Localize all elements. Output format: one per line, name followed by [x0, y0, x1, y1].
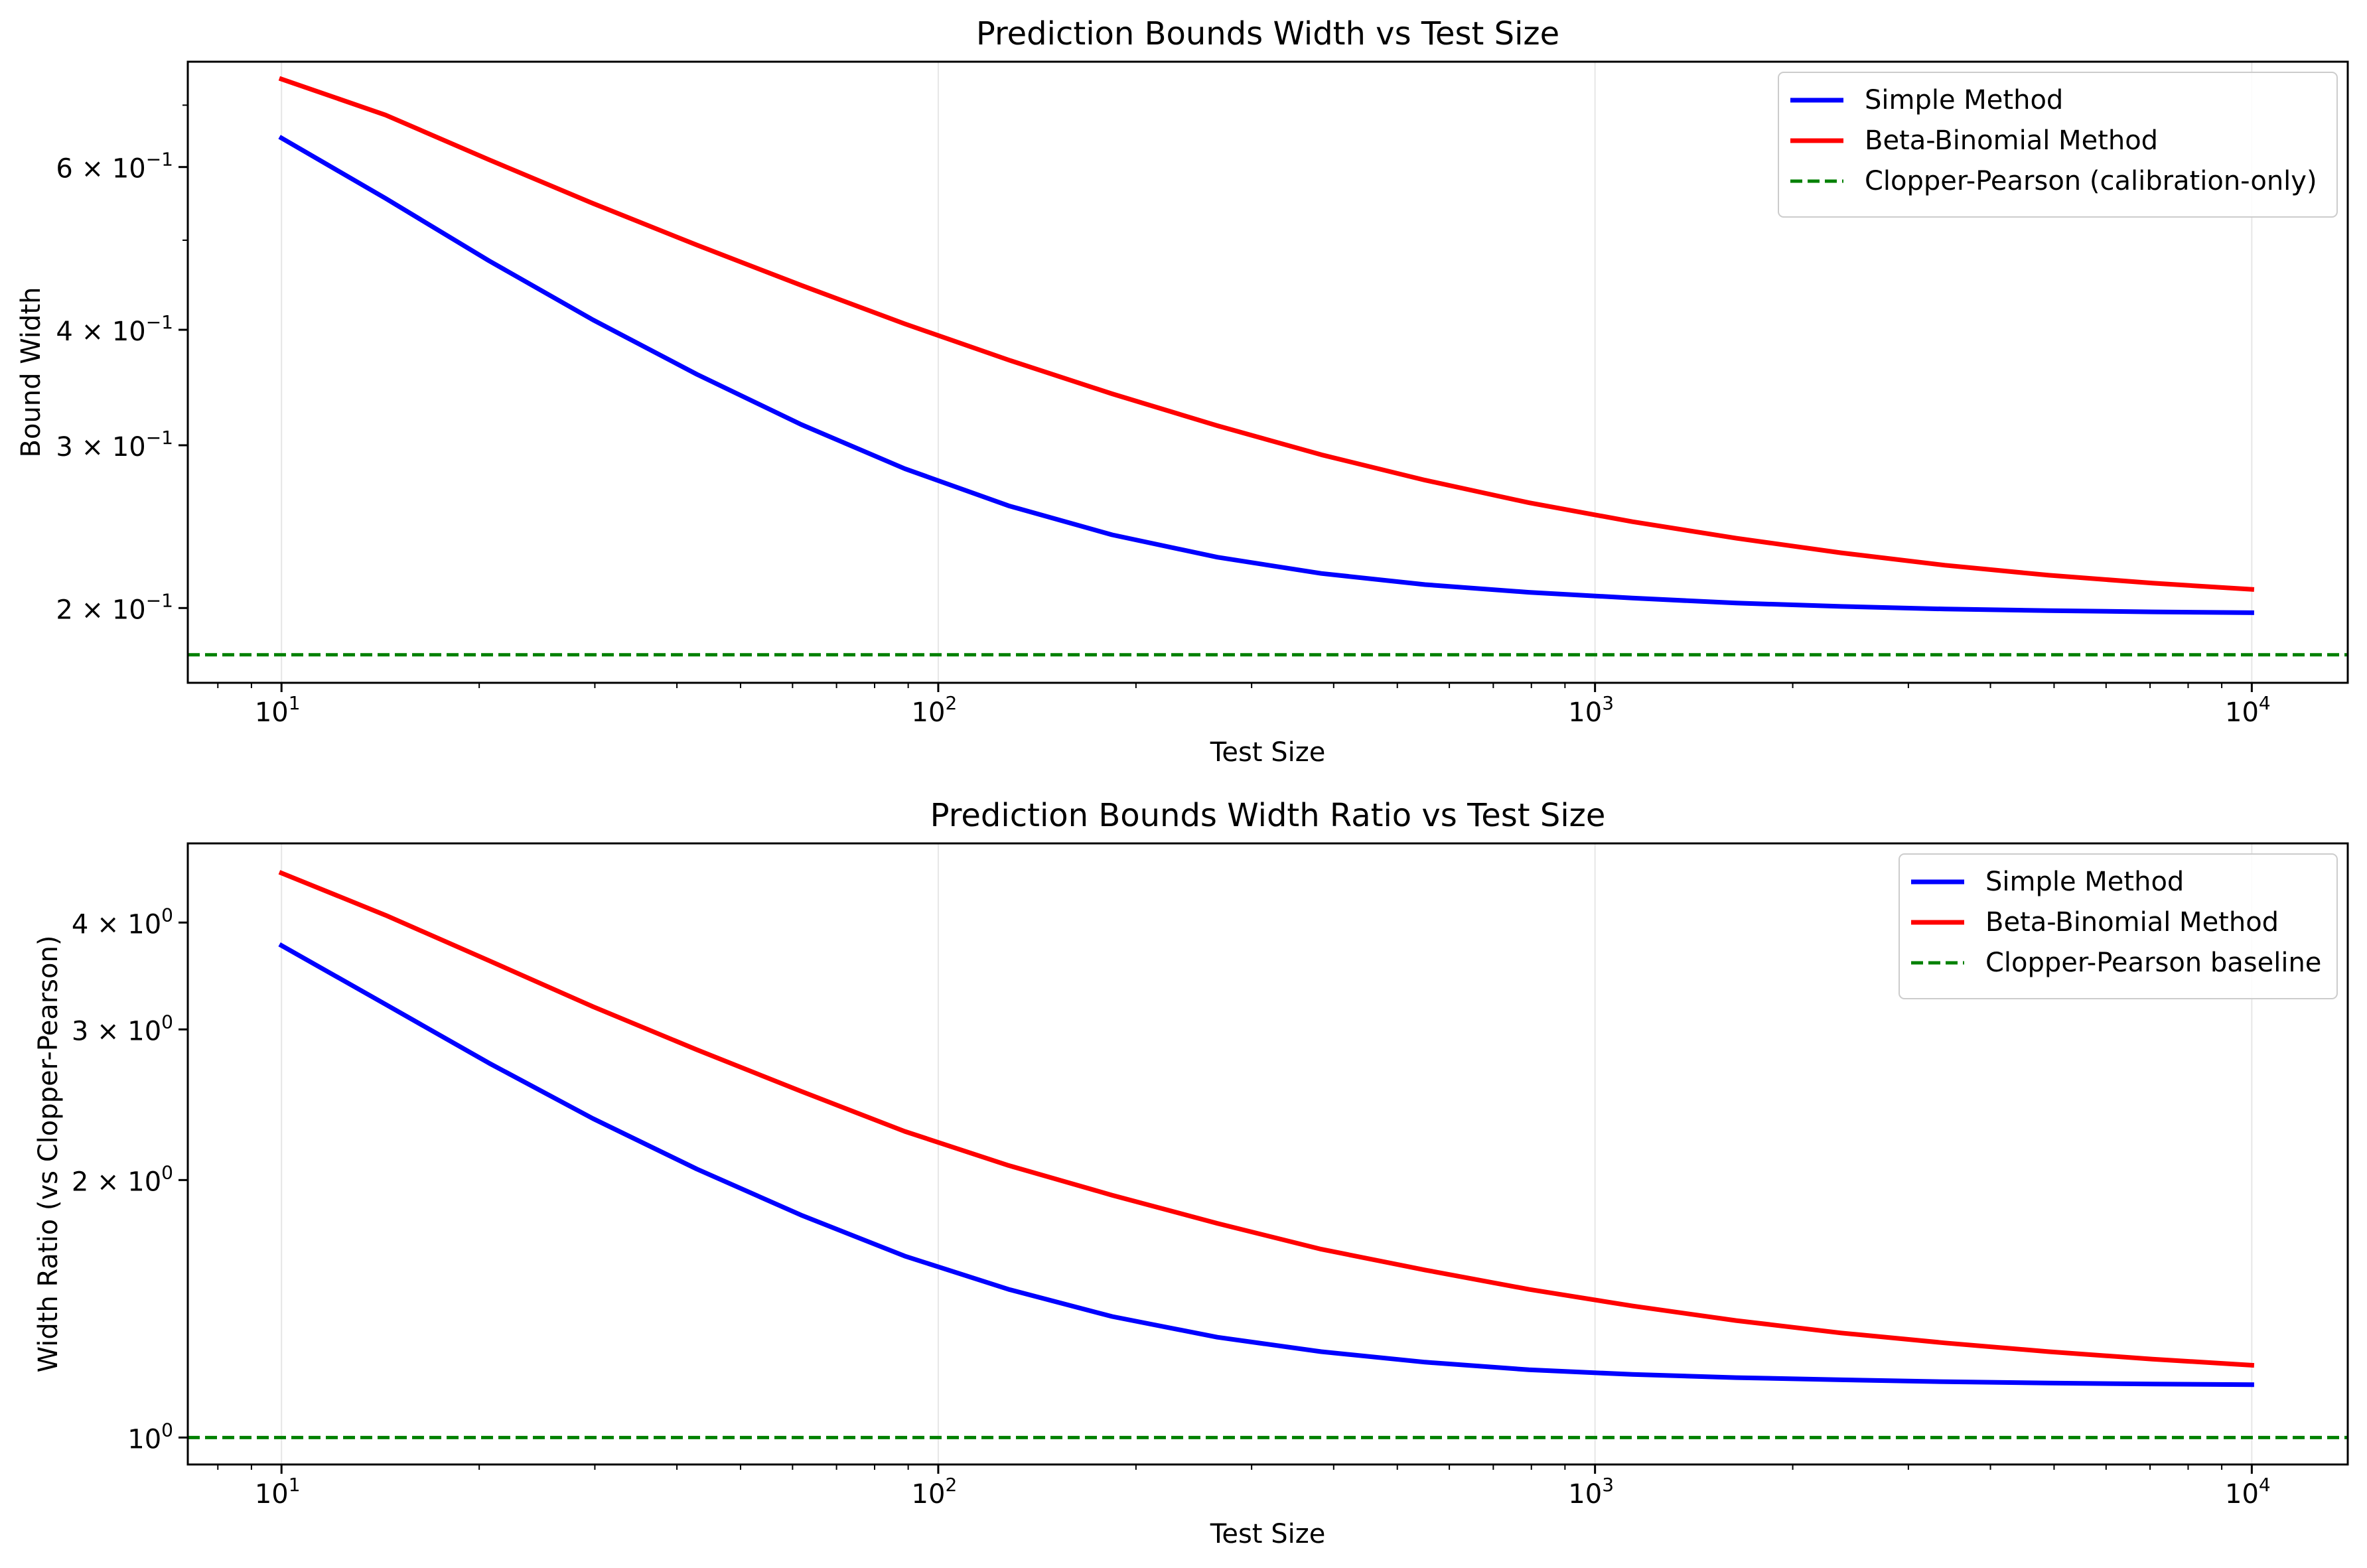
- y-tick-label: 4 × 100: [72, 904, 173, 940]
- y-tick-exponent: −1: [146, 427, 173, 449]
- x-tick-base: 10: [2225, 1479, 2259, 1510]
- x-axis-label: Test Size: [1210, 737, 1326, 768]
- y-tick-base: 6 × 10: [56, 154, 145, 184]
- y-tick-label: 6 × 10−1: [56, 149, 173, 184]
- x-tick-label: 103: [1568, 692, 1614, 728]
- x-tick-base: 10: [255, 697, 289, 728]
- x-tick-label: 104: [2225, 692, 2271, 728]
- y-tick-exponent: −1: [146, 589, 173, 611]
- legend-entry-label: Simple Method: [1985, 867, 2184, 897]
- y-tick-label: 2 × 10−1: [56, 589, 173, 625]
- x-tick-label: 103: [1568, 1474, 1614, 1510]
- legend-box: [1778, 72, 2338, 218]
- axes-frame: [186, 842, 2349, 1466]
- y-axis-label: Width Ratio (vs Clopper-Pearson): [33, 936, 64, 1373]
- y-tick-label: 2 × 100: [72, 1161, 173, 1197]
- chart-title: Prediction Bounds Width vs Test Size: [976, 15, 1559, 52]
- y-tick-exponent: 0: [161, 1011, 173, 1033]
- y-tick-exponent: −1: [146, 311, 173, 333]
- y-tick-base: 3 × 10: [56, 432, 145, 463]
- x-tick-label: 101: [255, 1474, 301, 1510]
- x-tick-exponent: 2: [945, 1474, 957, 1496]
- legend-box: [1899, 853, 2338, 999]
- y-tick-exponent: 0: [161, 904, 173, 926]
- x-tick-exponent: 1: [289, 692, 301, 714]
- y-tick-base: 2 × 10: [72, 1167, 161, 1197]
- legend: Simple Method Beta-Binomial Method Clopper…: [1778, 72, 2338, 218]
- y-tick-exponent: 0: [161, 1161, 173, 1183]
- y-tick-base: 4 × 10: [72, 909, 161, 940]
- legend-entry-label: Clopper-Pearson baseline: [1985, 948, 2321, 978]
- legend-entry-label: Simple Method: [1865, 85, 2063, 115]
- legend: Simple Method Beta-Binomial Method Clopper…: [1899, 853, 2338, 999]
- series-line-simple: [278, 942, 2254, 1388]
- x-tick-base: 10: [1568, 697, 1602, 728]
- legend-entry-label: Beta-Binomial Method: [1865, 125, 2158, 156]
- x-tick-label: 102: [912, 692, 958, 728]
- x-tick-base: 10: [2225, 697, 2259, 728]
- x-tick-label: 101: [255, 692, 301, 728]
- series-line-beta-binomial: [278, 76, 2255, 592]
- x-tick-exponent: 4: [2259, 1474, 2271, 1496]
- y-tick-base: 3 × 10: [72, 1016, 161, 1046]
- x-tick-exponent: 3: [1602, 692, 1614, 714]
- y-tick-base: 10: [127, 1424, 161, 1455]
- y-tick-base: 4 × 10: [56, 317, 145, 347]
- y-tick-exponent: 0: [161, 1419, 173, 1441]
- x-tick-base: 10: [912, 1479, 946, 1510]
- x-tick-exponent: 4: [2259, 692, 2271, 714]
- x-tick-base: 10: [255, 1479, 289, 1510]
- x-tick-base: 10: [1568, 1479, 1602, 1510]
- x-tick-exponent: 3: [1602, 1474, 1614, 1496]
- y-tick-label: 100: [127, 1419, 173, 1455]
- series-line-beta-binomial: [278, 870, 2255, 1368]
- y-tick-label: 3 × 10−1: [56, 427, 173, 463]
- x-tick-label: 104: [2225, 1474, 2271, 1510]
- y-tick-base: 2 × 10: [56, 595, 145, 625]
- x-tick-exponent: 2: [945, 692, 957, 714]
- x-axis-label: Test Size: [1210, 1519, 1326, 1549]
- x-tick-base: 10: [912, 697, 946, 728]
- series-line-simple: [278, 135, 2254, 615]
- chart-title: Prediction Bounds Width Ratio vs Test Si…: [930, 797, 1606, 834]
- legend-entry-label: Beta-Binomial Method: [1985, 907, 2279, 938]
- y-tick-label: 4 × 10−1: [56, 311, 173, 347]
- legend-entry-label: Clopper-Pearson (calibration-only): [1865, 166, 2317, 196]
- y-tick-exponent: −1: [146, 149, 173, 171]
- x-tick-exponent: 1: [289, 1474, 301, 1496]
- axes-frame: [186, 60, 2349, 684]
- y-tick-label: 3 × 100: [72, 1011, 173, 1046]
- y-axis-label: Bound Width: [16, 287, 46, 458]
- x-tick-label: 102: [912, 1474, 958, 1510]
